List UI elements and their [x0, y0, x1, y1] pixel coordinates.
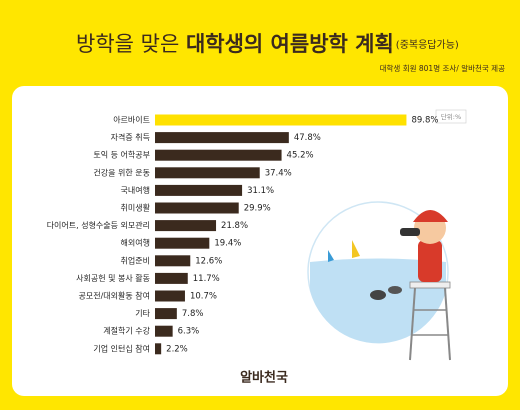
value-label: 2.2% — [166, 344, 188, 354]
category-label: 취미생활 — [121, 203, 151, 213]
title-note: (중복응답가능) — [396, 39, 459, 51]
category-label: 해외여행 — [121, 238, 150, 248]
category-label: 취업준비 — [121, 256, 150, 265]
category-label: 자격증 취득 — [111, 132, 150, 142]
value-label: 11.7% — [193, 274, 220, 284]
bar — [155, 343, 162, 355]
value-label: 29.9% — [244, 204, 271, 214]
value-label: 7.8% — [182, 309, 204, 319]
bar — [155, 184, 243, 196]
bar — [155, 132, 289, 144]
brand: 알바천국 — [240, 370, 288, 386]
category-label: 다이어트, 성형수술등 외모관리 — [47, 220, 150, 230]
value-label: 89.8% — [411, 116, 438, 126]
category-label: 기타 — [135, 309, 150, 318]
bar — [155, 114, 407, 126]
bar — [155, 202, 239, 214]
title-light: 방학을 맞은 — [76, 32, 179, 56]
category-label: 건강을 위한 운동 — [93, 167, 150, 177]
value-label: 6.3% — [178, 327, 200, 337]
unit-box — [435, 109, 467, 124]
value-label: 10.7% — [190, 292, 217, 302]
bar — [155, 255, 191, 267]
chart-title: 방학을 맞은 대학생의 여름방학 계획 (중복응답가능) — [76, 32, 459, 56]
title-bold: 대학생의 여름방학 계획 — [186, 32, 394, 56]
bar — [155, 290, 185, 302]
category-label: 기업 인턴십 참여 — [93, 343, 150, 353]
bar — [155, 325, 173, 337]
bar — [155, 220, 217, 232]
category-label: 국내여행 — [121, 185, 150, 195]
source: 대학생 회원 801명 조사/ 알바천국 제공 — [380, 63, 505, 73]
bar — [155, 272, 188, 284]
illustration — [307, 201, 451, 361]
category-label: 아르바이트 — [113, 115, 150, 125]
bar — [155, 167, 260, 179]
value-label: 19.4% — [214, 239, 241, 249]
unit-label: 단위:% — [441, 112, 461, 121]
bar — [155, 149, 282, 161]
bar — [155, 237, 210, 249]
value-label: 37.4% — [265, 168, 292, 178]
value-label: 12.6% — [195, 256, 222, 266]
bar — [155, 308, 177, 320]
value-label: 21.8% — [221, 221, 248, 231]
value-label: 47.8% — [294, 133, 321, 143]
value-label: 31.1% — [247, 186, 274, 196]
category-label: 계절학기 수강 — [103, 326, 150, 336]
category-label: 사회공헌 및 봉사 활동 — [76, 273, 150, 283]
category-label: 토익 등 어학공부 — [93, 150, 150, 160]
value-label: 45.2% — [287, 151, 314, 161]
category-label: 공모전/대외활동 참여 — [79, 291, 150, 301]
